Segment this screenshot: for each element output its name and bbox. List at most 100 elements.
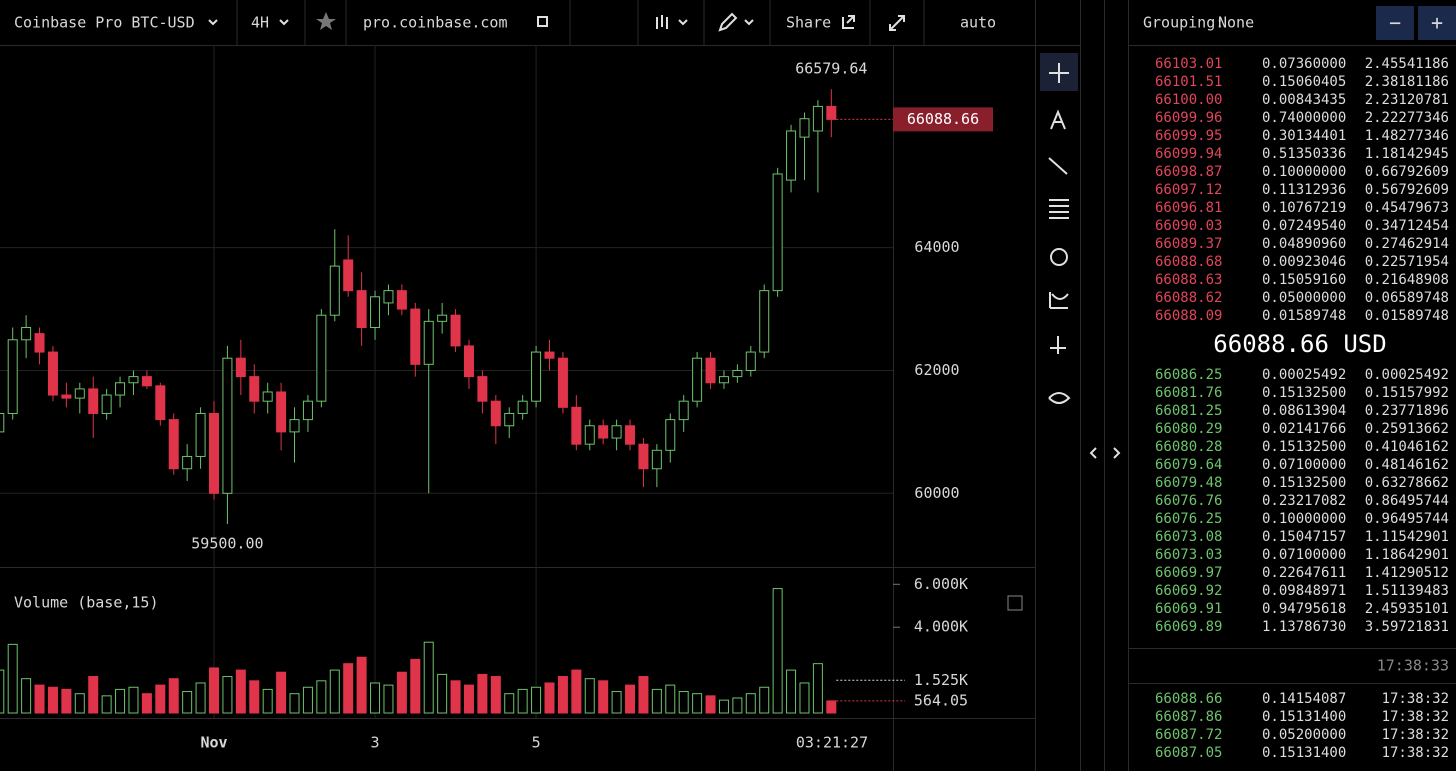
candle-body	[289, 419, 300, 433]
bids-total: 1.41290512	[1365, 565, 1449, 581]
asks-size: 0.10000000	[1262, 164, 1346, 180]
candle-body	[182, 455, 193, 470]
symbol-selector[interactable]: Coinbase Pro BTC-USD	[14, 14, 195, 32]
scale-mode[interactable]: auto	[960, 14, 996, 32]
text-tool[interactable]	[1050, 109, 1066, 130]
asks-total: 2.38181186	[1365, 74, 1449, 90]
trades-price: 66087.86	[1155, 709, 1222, 725]
volume-bar	[745, 693, 756, 714]
candle-body	[651, 449, 662, 470]
trades-size: 0.15131400	[1262, 709, 1346, 725]
collapse-left[interactable]	[1089, 447, 1097, 459]
draw-icon[interactable]	[718, 12, 738, 32]
candle-body	[611, 425, 622, 439]
y-tick-label: 60000	[914, 484, 959, 502]
trades-price: 66087.05	[1155, 745, 1222, 761]
candle-body	[557, 357, 568, 408]
bids-total: 1.51139483	[1365, 583, 1449, 599]
volume-bar	[329, 669, 340, 714]
volume-bar	[316, 680, 327, 714]
interval-selector[interactable]: 4H	[251, 14, 269, 32]
measure-tool[interactable]	[1050, 336, 1066, 354]
volume-bar	[195, 682, 206, 714]
volume-bar	[168, 678, 179, 714]
asks-price: 66099.96	[1155, 110, 1222, 126]
x-tick-label: 3	[371, 734, 380, 752]
candle-body	[262, 391, 273, 402]
asks-price: 66103.01	[1155, 56, 1222, 72]
toolbar-separators	[236, 0, 925, 45]
group-plus[interactable]	[1418, 6, 1456, 40]
volume-bar	[74, 693, 85, 714]
max-annotation: 66579.64	[795, 60, 867, 78]
min-annotation: 59500.00	[191, 535, 263, 553]
x-tick-label: Nov	[200, 734, 227, 752]
share-button[interactable]: Share	[786, 14, 831, 32]
shape-tool[interactable]	[1050, 248, 1068, 266]
bids-total: 1.11542901	[1365, 529, 1449, 545]
trades-size: 0.15131400	[1262, 745, 1346, 761]
asks-price: 66088.68	[1155, 254, 1222, 270]
visibility-tool[interactable]	[1048, 392, 1071, 404]
asks-size: 0.11312936	[1262, 182, 1346, 198]
favorite-star[interactable]	[316, 12, 336, 30]
asks-total: 0.45479673	[1365, 200, 1449, 216]
fib-tool[interactable]	[1049, 199, 1069, 219]
last-price-tag	[893, 107, 993, 132]
candle-body	[74, 388, 85, 399]
candle-body	[732, 369, 743, 378]
fullscreen-icon[interactable]	[889, 15, 905, 31]
asks-price: 66096.81	[1155, 200, 1222, 216]
bids-price: 66076.76	[1155, 493, 1222, 509]
volume-bar	[437, 673, 448, 714]
bids-total: 0.25913662	[1365, 421, 1449, 437]
asks-size: 0.15059160	[1262, 272, 1346, 288]
grouping-value[interactable]: None	[1218, 14, 1254, 32]
candle-body	[276, 391, 287, 433]
candle-body	[531, 351, 542, 402]
copy-icon[interactable]	[537, 16, 548, 27]
candle-body	[343, 259, 354, 292]
candle-body	[772, 173, 783, 292]
bids-price: 66076.25	[1155, 511, 1222, 527]
candle-body	[128, 376, 139, 384]
x-tick-label: 5	[532, 734, 541, 752]
group-minus[interactable]	[1376, 6, 1414, 40]
candle-body	[222, 357, 233, 494]
volume-bar	[718, 699, 729, 714]
candle-body	[370, 296, 381, 328]
volume-bar	[786, 669, 797, 714]
bids-total: 0.86495744	[1365, 493, 1449, 509]
share-icon	[842, 15, 855, 29]
candle-body	[47, 351, 58, 396]
line-tool[interactable]	[1048, 157, 1068, 175]
trades-price: 66087.72	[1155, 727, 1222, 743]
volume-bar	[423, 641, 434, 714]
asks-total: 2.45541186	[1365, 56, 1449, 72]
bids-size: 0.00025492	[1262, 367, 1346, 383]
asks-price: 66088.62	[1155, 290, 1222, 306]
candle-body	[571, 406, 582, 445]
bids-total: 2.45935101	[1365, 601, 1449, 617]
volume-bar	[463, 684, 474, 714]
volume-bar	[450, 680, 461, 714]
trades-size: 0.14154087	[1262, 691, 1346, 707]
candle-body	[786, 130, 797, 181]
volume-bar	[383, 684, 394, 714]
candle-body	[705, 357, 716, 384]
volume-bar	[289, 693, 300, 714]
volume-bar	[705, 695, 716, 714]
bids-size: 1.13786730	[1262, 619, 1346, 635]
site-link[interactable]: pro.coinbase.com	[363, 14, 508, 32]
bids-price: 66069.91	[1155, 601, 1222, 617]
candle-body	[329, 265, 340, 316]
candle-body	[141, 376, 152, 387]
candle-body	[61, 394, 72, 399]
chart-type-icon[interactable]	[656, 15, 668, 29]
candle-body	[168, 419, 179, 470]
candle-body	[826, 105, 837, 120]
pattern-tool[interactable]	[1049, 292, 1069, 309]
collapse-right[interactable]	[1113, 447, 1121, 459]
asks-size: 0.05000000	[1262, 290, 1346, 306]
bids-total: 3.59721831	[1365, 619, 1449, 635]
